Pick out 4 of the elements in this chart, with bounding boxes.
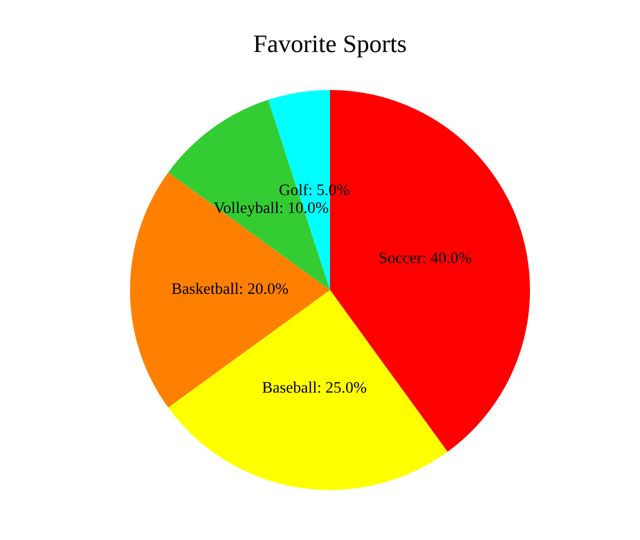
slice-label: Soccer: 40.0% — [380, 252, 472, 264]
slice-label: Basketball: 20.0% — [172, 282, 288, 294]
slice-label: Baseball: 25.0% — [262, 382, 366, 393]
chart-title: Favorite Sports — [254, 35, 406, 58]
